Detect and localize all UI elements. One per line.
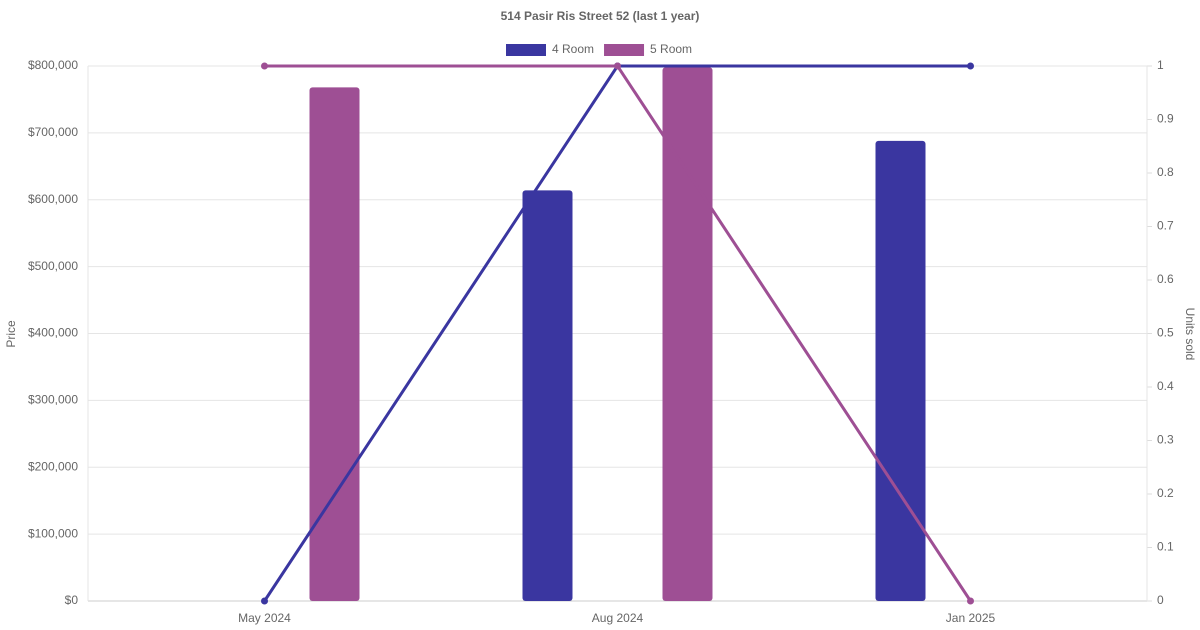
- units-point: [614, 62, 621, 70]
- bar: [875, 140, 926, 601]
- units-point: [967, 597, 974, 605]
- y-tick-label: $500,000: [28, 259, 78, 273]
- legend-label: 4 Room: [552, 42, 594, 56]
- y2-tick-label: 1: [1157, 58, 1164, 72]
- units-point: [261, 62, 268, 70]
- y-tick-label: $400,000: [28, 326, 78, 340]
- units-point: [967, 62, 974, 70]
- x-tick-label: Aug 2024: [592, 611, 644, 625]
- units-point: [261, 597, 268, 605]
- legend-label: 5 Room: [650, 42, 692, 56]
- bar: [522, 190, 573, 601]
- bar: [662, 67, 713, 601]
- chart-title: 514 Pasir Ris Street 52 (last 1 year): [501, 9, 700, 23]
- y-tick-label: $200,000: [28, 459, 78, 473]
- y2-tick-label: 0.5: [1157, 326, 1174, 340]
- y2-tick-label: 0.3: [1157, 433, 1174, 447]
- y2-tick-label: 0.8: [1157, 165, 1174, 179]
- y-tick-label: $0: [65, 593, 79, 607]
- y-tick-label: $700,000: [28, 125, 78, 139]
- legend-swatch: [604, 44, 645, 56]
- y2-axis-title: Units sold: [1183, 308, 1197, 361]
- y-axis-title: Price: [4, 320, 18, 348]
- legend-swatch: [506, 44, 546, 56]
- bar: [309, 87, 360, 601]
- y2-tick-label: 0.7: [1157, 219, 1174, 233]
- y2-tick-label: 0: [1157, 593, 1164, 607]
- x-tick-label: May 2024: [238, 611, 291, 625]
- y2-tick-label: 0.1: [1157, 540, 1174, 554]
- y-tick-label: $100,000: [28, 526, 78, 540]
- y-tick-label: $800,000: [28, 58, 78, 72]
- y2-tick-label: 0.4: [1157, 379, 1174, 393]
- y-tick-label: $300,000: [28, 393, 78, 407]
- x-tick-label: Jan 2025: [946, 611, 996, 625]
- y2-tick-label: 0.9: [1157, 112, 1174, 126]
- y2-tick-label: 0.6: [1157, 272, 1174, 286]
- y-tick-label: $600,000: [28, 192, 78, 206]
- y2-tick-label: 0.2: [1157, 486, 1174, 500]
